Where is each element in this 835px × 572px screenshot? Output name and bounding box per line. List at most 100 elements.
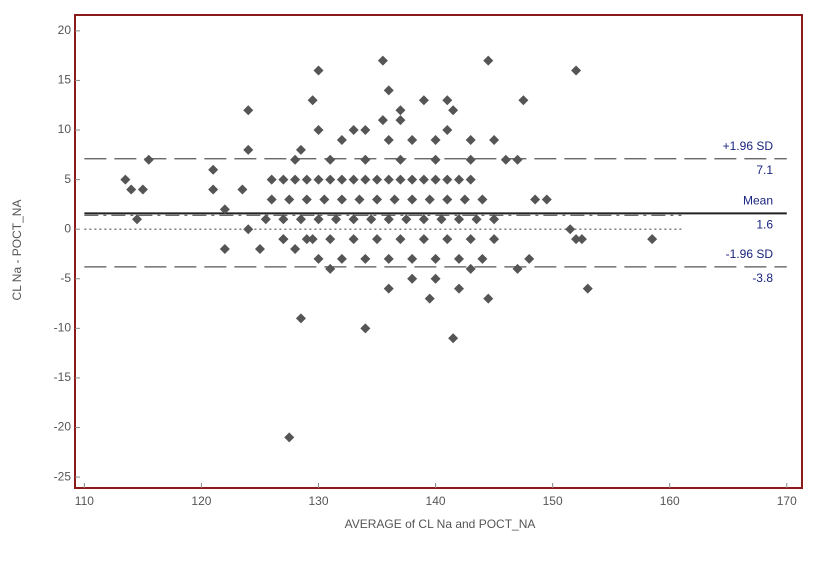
x-tick-label: 140 (426, 494, 446, 508)
point (377, 55, 388, 66)
point (389, 194, 400, 205)
point (430, 273, 441, 284)
point (325, 234, 336, 245)
point (430, 134, 441, 145)
point (530, 194, 541, 205)
x-tick-label: 130 (308, 494, 328, 508)
point (237, 184, 248, 195)
point (243, 105, 254, 116)
point (360, 323, 371, 334)
point (266, 174, 277, 185)
point (442, 95, 453, 106)
point (313, 174, 324, 185)
point (453, 253, 464, 264)
point (143, 154, 154, 165)
point (418, 214, 429, 225)
point (278, 214, 289, 225)
point (348, 234, 359, 245)
point (582, 283, 593, 294)
x-tick-label: 170 (777, 494, 797, 508)
point (430, 174, 441, 185)
point (266, 194, 277, 205)
point (137, 184, 148, 195)
point (483, 55, 494, 66)
point (442, 234, 453, 245)
point (407, 174, 418, 185)
point (418, 234, 429, 245)
point (512, 263, 523, 274)
y-tick-label: 5 (64, 172, 71, 186)
point (483, 293, 494, 304)
point (360, 154, 371, 165)
point (336, 253, 347, 264)
x-tick-label: 110 (75, 494, 94, 508)
point (336, 134, 347, 145)
point (254, 244, 265, 255)
point (465, 234, 476, 245)
point (395, 154, 406, 165)
point (489, 214, 500, 225)
point (295, 144, 306, 155)
point (430, 154, 441, 165)
point (284, 432, 295, 443)
point (401, 214, 412, 225)
point (407, 253, 418, 264)
point (372, 194, 383, 205)
point (284, 194, 295, 205)
point (571, 65, 582, 76)
reference-value: 1.6 (756, 217, 773, 231)
point (377, 115, 388, 126)
y-tick-label: -20 (54, 420, 72, 434)
point (512, 154, 523, 165)
point (260, 214, 271, 225)
point (647, 234, 658, 245)
point (295, 313, 306, 324)
point (383, 85, 394, 96)
x-axis-title: AVERAGE of CL Na and POCT_NA (345, 517, 536, 531)
x-tick-label: 150 (543, 494, 563, 508)
point (395, 105, 406, 116)
point (313, 125, 324, 136)
point (459, 194, 470, 205)
point (219, 204, 230, 215)
point (348, 214, 359, 225)
point (541, 194, 552, 205)
point (453, 214, 464, 225)
point (524, 253, 535, 264)
point (366, 214, 377, 225)
point (465, 174, 476, 185)
point (325, 263, 336, 274)
point (465, 134, 476, 145)
point (372, 174, 383, 185)
point (477, 253, 488, 264)
point (301, 234, 312, 245)
point (301, 174, 312, 185)
point (325, 154, 336, 165)
point (354, 194, 365, 205)
point (465, 154, 476, 165)
point (430, 253, 441, 264)
y-tick-label: -5 (60, 271, 71, 285)
point (565, 224, 576, 235)
point (331, 214, 342, 225)
point (336, 174, 347, 185)
point (307, 234, 318, 245)
point (471, 214, 482, 225)
point (489, 234, 500, 245)
point (489, 134, 500, 145)
point (500, 154, 511, 165)
point (120, 174, 131, 185)
point (290, 154, 301, 165)
point (424, 194, 435, 205)
point (290, 174, 301, 185)
point (360, 253, 371, 264)
point (278, 234, 289, 245)
point (307, 95, 318, 106)
point (301, 194, 312, 205)
point (442, 174, 453, 185)
point (407, 194, 418, 205)
top-border (8, 3, 803, 4)
point (448, 333, 459, 344)
point (132, 214, 143, 225)
